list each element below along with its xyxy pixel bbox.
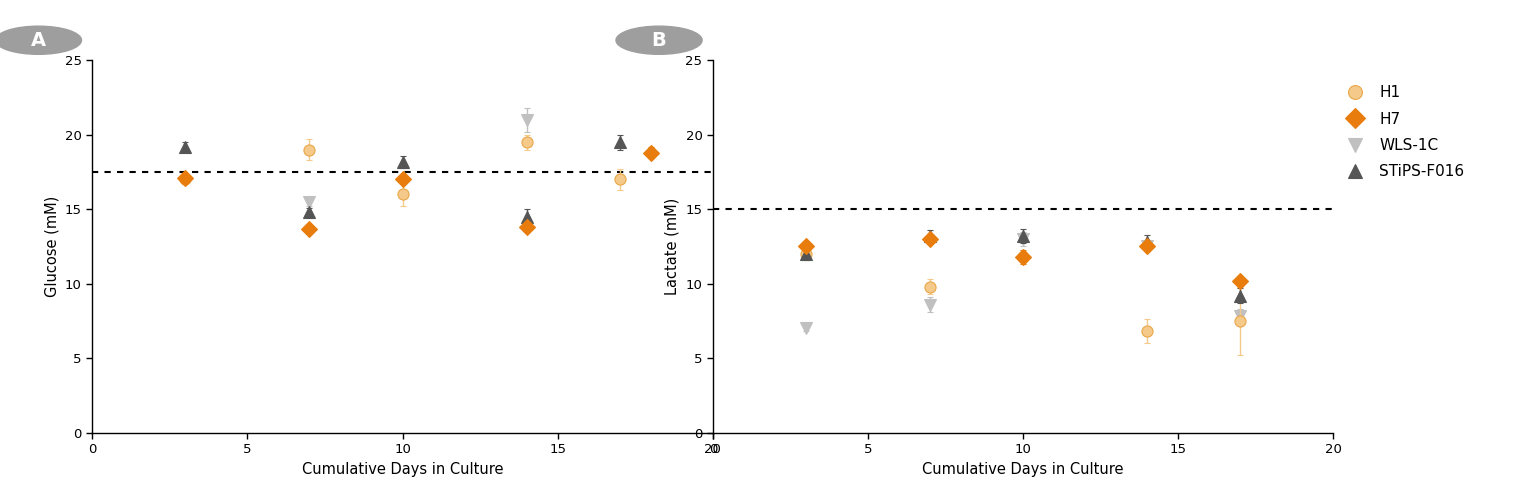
Text: A: A <box>31 31 46 50</box>
X-axis label: Cumulative Days in Culture: Cumulative Days in Culture <box>301 462 503 476</box>
X-axis label: Cumulative Days in Culture: Cumulative Days in Culture <box>923 462 1124 476</box>
Text: B: B <box>652 31 666 50</box>
Y-axis label: Lactate (mM): Lactate (mM) <box>664 198 680 295</box>
Legend: H1, H7, WLS-1C, STiPS-F016: H1, H7, WLS-1C, STiPS-F016 <box>1333 79 1470 186</box>
Y-axis label: Glucose (mM): Glucose (mM) <box>45 196 60 297</box>
